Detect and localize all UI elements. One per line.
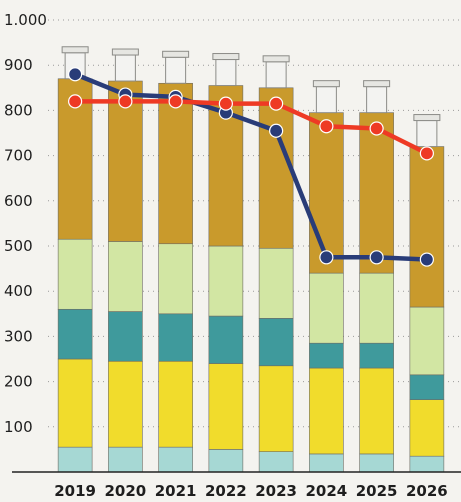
series-point bbox=[319, 119, 334, 134]
bar-segment bbox=[108, 311, 143, 362]
x-tick-label: 2023 bbox=[255, 482, 297, 500]
y-tick-label: 400 bbox=[4, 282, 33, 300]
bar-segment bbox=[258, 365, 294, 452]
bar-segment bbox=[359, 272, 394, 344]
series-point bbox=[419, 146, 434, 161]
y-tick-label: 200 bbox=[4, 373, 33, 391]
series-point bbox=[369, 121, 384, 136]
y-tick-label: 500 bbox=[4, 237, 33, 255]
x-tick-label: 2026 bbox=[406, 482, 448, 500]
bar-segment bbox=[208, 315, 244, 364]
bar-segment bbox=[158, 313, 193, 362]
y-tick-label: 100 bbox=[4, 418, 33, 436]
series-point bbox=[168, 94, 183, 109]
y-tick-label: 800 bbox=[4, 101, 33, 119]
bottle-cap bbox=[162, 50, 190, 58]
y-tick-label: 1.000 bbox=[4, 11, 47, 29]
series-point bbox=[68, 67, 83, 82]
bar-segment bbox=[258, 318, 294, 367]
bottle-cap bbox=[61, 46, 89, 54]
x-tick-label: 2024 bbox=[306, 482, 348, 500]
y-tick-label: 700 bbox=[4, 147, 33, 165]
bar-segment bbox=[309, 367, 344, 455]
series-point bbox=[419, 252, 434, 267]
x-tick-label: 2021 bbox=[155, 482, 197, 500]
x-tick-label: 2025 bbox=[356, 482, 398, 500]
bar-segment bbox=[158, 360, 193, 448]
bar-segment bbox=[359, 342, 394, 369]
bar-segment bbox=[409, 306, 445, 376]
x-tick-label: 2022 bbox=[205, 482, 247, 500]
bottle-neck bbox=[315, 86, 337, 114]
bar-segment bbox=[57, 308, 93, 360]
bar-segment bbox=[258, 451, 294, 473]
series-point bbox=[218, 96, 233, 111]
series-point bbox=[269, 123, 284, 138]
series-point bbox=[118, 94, 133, 109]
bottle-cap bbox=[111, 48, 139, 56]
bar-segment bbox=[309, 112, 344, 274]
bottle-neck bbox=[366, 86, 388, 114]
bar-segment bbox=[309, 342, 344, 369]
bar-segment bbox=[208, 363, 244, 450]
bar-segment bbox=[57, 446, 93, 473]
bottle-neck bbox=[165, 56, 187, 84]
bottle-cap bbox=[262, 55, 290, 63]
bar-segment bbox=[309, 453, 344, 473]
bottle-cap bbox=[312, 80, 340, 88]
bar-segment bbox=[158, 82, 193, 245]
x-tick-label: 2020 bbox=[105, 482, 147, 500]
y-tick-label: 900 bbox=[4, 56, 33, 74]
bottle-cap bbox=[212, 53, 240, 61]
bar-segment bbox=[309, 272, 344, 344]
bottle-neck bbox=[215, 59, 237, 87]
bar-segment bbox=[258, 87, 294, 249]
bottle-neck bbox=[265, 61, 287, 89]
bottle-neck bbox=[114, 54, 136, 82]
bottle-cap bbox=[413, 114, 441, 122]
bar-segment bbox=[108, 360, 143, 448]
bottle-neck bbox=[416, 120, 438, 148]
bar-segment bbox=[158, 446, 193, 473]
series-point bbox=[369, 250, 384, 265]
line-layer bbox=[68, 67, 434, 267]
bar-segment bbox=[359, 112, 394, 274]
bar-segment bbox=[409, 146, 445, 308]
series-point bbox=[269, 96, 284, 111]
label-layer: 100 200 300 400 500 600 700 800 900 1.000 2019 2020… bbox=[4, 11, 448, 500]
x-tick-label: 2019 bbox=[54, 482, 96, 500]
bar-segment bbox=[409, 455, 445, 473]
bar-segment bbox=[57, 358, 93, 448]
series-point bbox=[319, 250, 334, 265]
bar-segment bbox=[258, 247, 294, 319]
y-tick-label: 600 bbox=[4, 192, 33, 210]
bottle-cap bbox=[363, 80, 391, 88]
bar-segment bbox=[158, 243, 193, 315]
bar-segment bbox=[108, 241, 143, 312]
bar-segment bbox=[359, 367, 394, 455]
bar-segment bbox=[359, 453, 394, 473]
bar-segment bbox=[57, 238, 93, 310]
bar-segment bbox=[108, 446, 143, 473]
series-line bbox=[72, 99, 430, 156]
bar-segment bbox=[409, 399, 445, 457]
series-point bbox=[68, 94, 83, 109]
bar-segment bbox=[208, 245, 244, 317]
bar-segment bbox=[208, 449, 244, 473]
y-tick-label: 300 bbox=[4, 327, 33, 345]
series-line bbox=[72, 71, 430, 262]
bar-segment bbox=[409, 374, 445, 400]
